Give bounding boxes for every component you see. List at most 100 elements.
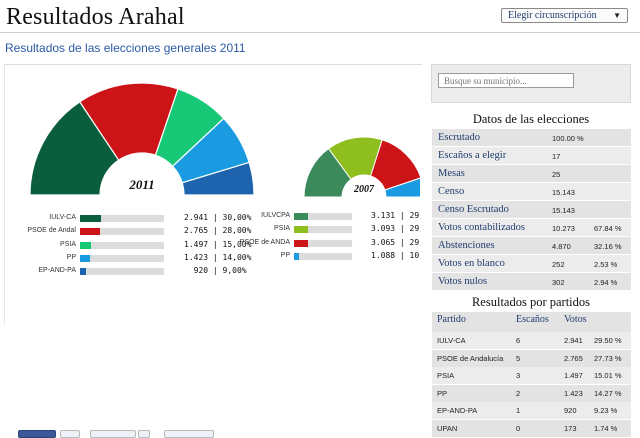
chart-svg: 2011 2007: [29, 82, 420, 198]
result-2007-bar: [294, 213, 309, 220]
election-data-label: Mesas: [438, 168, 465, 179]
party-results-cell: 1.423: [564, 388, 583, 398]
election-data-percent: 67.84 %: [594, 224, 622, 233]
election-data-label: Escrutado: [438, 132, 480, 143]
party-results-cell: 15.01 %: [594, 371, 622, 380]
result-2011-bar: [80, 241, 91, 249]
result-2007-bar-track: [294, 239, 352, 247]
share-facebook-button[interactable]: [18, 430, 56, 438]
party-results-cell: 2.941: [564, 336, 583, 345]
page-subtitle: Resultados de las elecciones generales 2…: [5, 41, 246, 55]
party-results-cell: PSIA: [437, 371, 455, 380]
share-count-badge-2: [138, 430, 150, 438]
result-2011-bar-track: [80, 228, 164, 236]
result-2011-bar: [80, 254, 90, 262]
circumscription-select[interactable]: Elegir circunscripción ▼: [501, 8, 628, 23]
result-2011-label: PP: [66, 253, 76, 261]
result-2011-bar-track: [80, 254, 164, 262]
chart-title-2007: 2007: [353, 184, 375, 195]
election-data-row: Mesas 25: [432, 165, 631, 183]
election-data-row: Censo Escrutado 15.143: [432, 201, 631, 219]
result-2011-bar: [80, 268, 87, 276]
party-results-cell: 920: [564, 406, 577, 415]
result-2007-label: PSIA: [274, 225, 290, 233]
circumscription-select-label: Elegir circunscripción: [508, 10, 597, 21]
party-results-row: PSIA 3 1.497 15.01 %: [432, 367, 631, 384]
election-data-value: 4.870: [552, 242, 571, 251]
election-data-value: 17: [552, 152, 561, 161]
result-2007-value: 3.093 | 29,0: [371, 224, 421, 234]
hemicycle-2011-slice-4: [181, 161, 255, 196]
result-2007-bar: [294, 226, 309, 234]
share-twitter-button[interactable]: [90, 430, 136, 438]
result-2007-label: PSOE de ANDA: [239, 238, 290, 246]
result-2011-label: IULV-CA: [49, 214, 76, 221]
result-2011-label: EP-AND-PA: [38, 267, 76, 275]
party-results-header-cell: Partido: [437, 314, 466, 325]
result-2011-value: 1.497 | 15,00%: [184, 239, 252, 249]
election-data-label: Abstenciones: [438, 240, 495, 251]
party-results-cell: PP: [437, 388, 448, 398]
result-2007-value: 3.131 | 29,0: [371, 211, 421, 220]
election-data-row: Escrutado 100.00 %: [432, 129, 631, 147]
election-data-row: Abstenciones 4.870 32.16 %: [432, 237, 631, 255]
party-results-cell: 2.765: [564, 353, 583, 363]
result-2011-label: PSIA: [60, 240, 76, 248]
election-data-label: Votos nulos: [438, 276, 488, 287]
result-2011-value: 1.423 | 14,00%: [184, 252, 252, 262]
party-results-cell: 6: [516, 336, 521, 345]
result-2011-value: 2.941 | 30,00%: [184, 213, 252, 222]
hemicycle-2007-slice-3: [384, 177, 420, 198]
result-2007-bar-track: [294, 226, 352, 234]
share-google-button[interactable]: [164, 430, 214, 438]
party-results-cell: 14.27 %: [594, 388, 622, 398]
result-2007-bar: [294, 239, 309, 247]
result-2007-value: 1.088 | 10,0: [371, 250, 421, 260]
party-results-cell: 0: [516, 423, 521, 433]
party-results-cell: 29.50 %: [594, 336, 622, 345]
result-2007-label: IULVCPA: [261, 212, 290, 219]
hemicycle-2007-slice-2: [370, 139, 420, 191]
election-data-title: Datos de las elecciones: [472, 112, 590, 126]
result-2011-value: 920 | 9,00%: [184, 266, 247, 276]
result-2007-bar: [294, 252, 299, 260]
municipality-search-input[interactable]: [438, 73, 574, 88]
election-data-value: 15.143: [552, 206, 575, 215]
party-results-cell: IULV-CA: [437, 336, 466, 345]
party-results-cell: EP-AND-PA: [437, 406, 478, 415]
election-data-percent: 32.16 %: [594, 242, 622, 251]
election-data-percent: 2.94 %: [594, 278, 618, 287]
party-results-header: Partido Escaños Votos: [432, 312, 631, 332]
party-results-title: Resultados por partidos: [471, 295, 591, 309]
party-results-cell: 2: [516, 388, 521, 398]
election-data-label: Votos contabilizados: [438, 222, 526, 233]
result-2011-label: PSOE de Andal: [27, 227, 76, 235]
election-data-row: Escaños a elegir 17: [432, 147, 631, 165]
party-results-cell: 1.74 %: [594, 423, 618, 433]
election-data-label: Censo: [438, 186, 465, 197]
result-2011-bar-track: [80, 215, 164, 222]
chart-panel: [4, 64, 422, 325]
election-data-value: 252: [552, 260, 565, 269]
result-2011-bar-track: [80, 268, 164, 276]
party-results-cell: 173: [564, 423, 577, 433]
election-data-label: Escaños a elegir: [438, 150, 507, 161]
party-results-header-cell: Votos: [564, 314, 587, 325]
party-results-cell: 1: [516, 406, 521, 415]
result-2007-value: 3.065 | 29,0: [371, 237, 421, 247]
result-2011-bar-track: [80, 241, 164, 249]
share-count-badge: [60, 430, 80, 438]
result-2007-bar-track: [294, 252, 352, 260]
election-data-value: 10.273: [552, 224, 575, 233]
election-data-row: Votos nulos 302 2.94 %: [432, 273, 631, 291]
election-data-row: Censo 15.143: [432, 183, 631, 201]
result-2007-label: PP: [280, 251, 290, 259]
election-data-value: 302: [552, 278, 565, 287]
party-results-cell: 5: [516, 353, 521, 363]
party-results-cell: PSOE de Andalucía: [437, 353, 504, 363]
party-results-row: EP-AND-PA 1 920 9.23 %: [432, 402, 631, 419]
result-2011-value: 2.765 | 28,00%: [184, 226, 252, 236]
election-data-label: Votos en blanco: [438, 258, 505, 269]
election-data-value: 100.00 %: [552, 134, 584, 143]
hemicycle-2007: [303, 136, 420, 198]
